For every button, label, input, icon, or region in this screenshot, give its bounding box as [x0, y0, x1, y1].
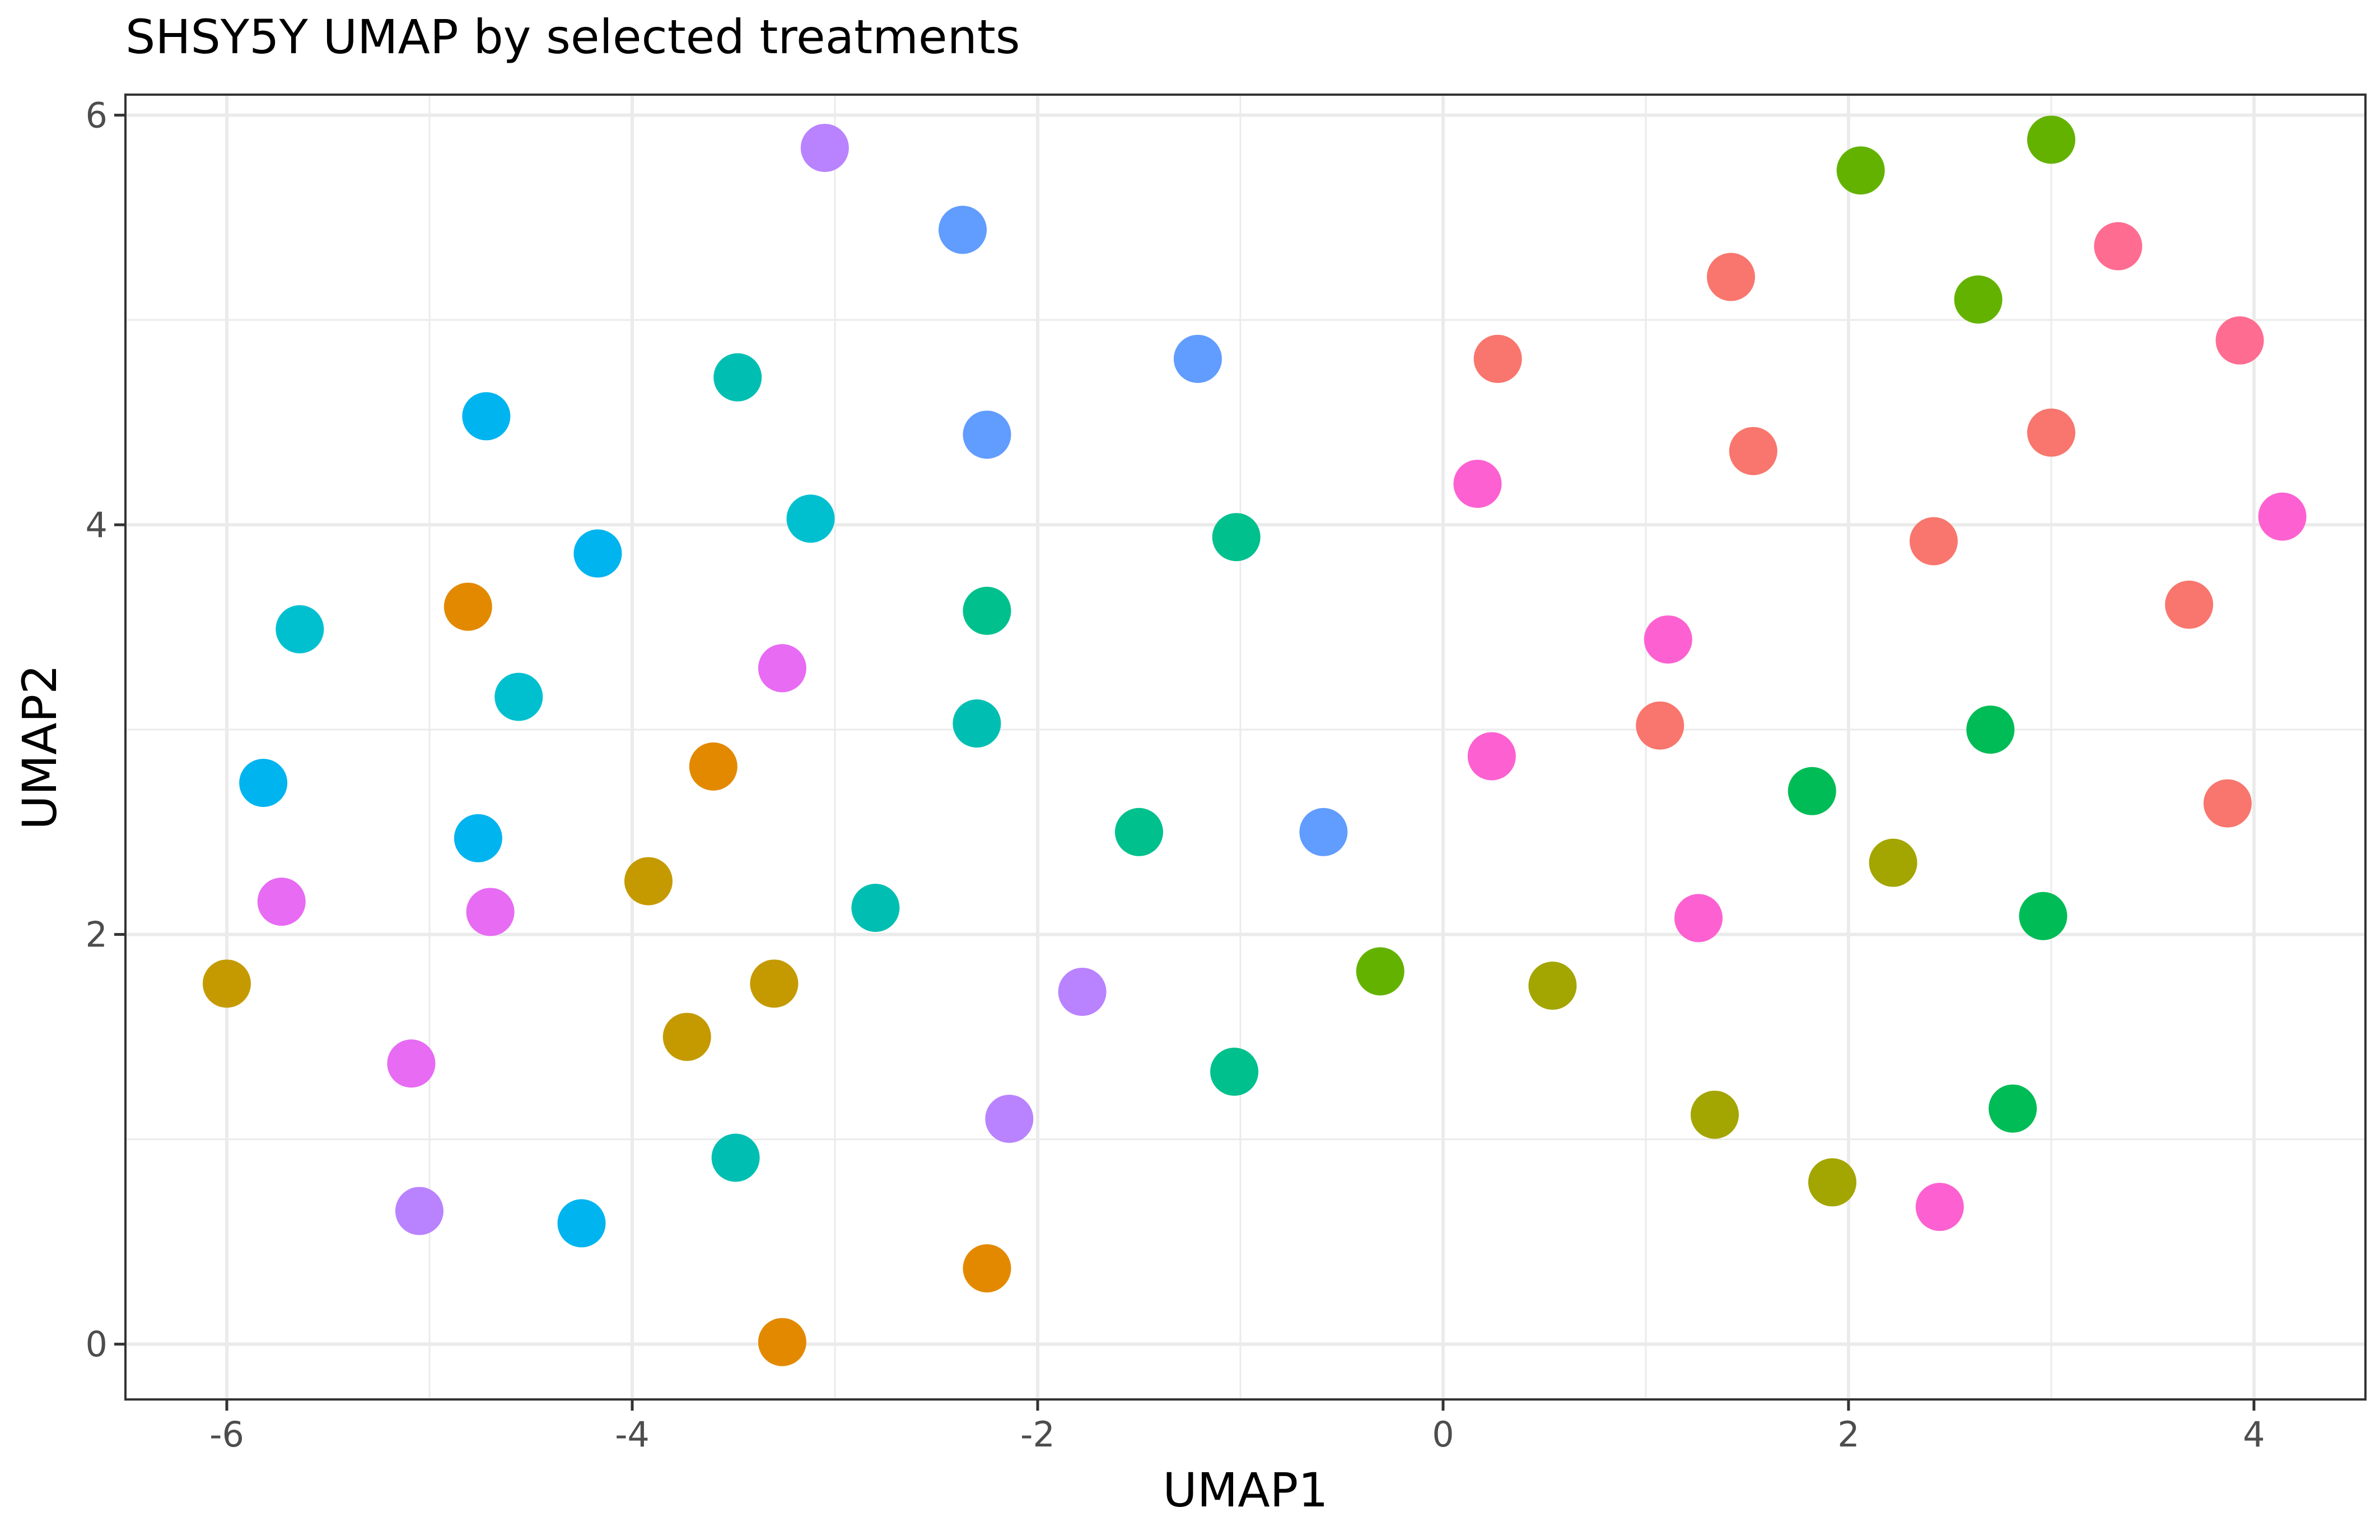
y-tick-label: 2 [86, 914, 108, 955]
data-point [1788, 767, 1836, 815]
data-point [1691, 1090, 1739, 1139]
data-point [1954, 275, 2003, 324]
y-tick-label: 4 [86, 505, 108, 545]
data-point [786, 494, 835, 543]
data-point [573, 529, 622, 578]
data-point [1909, 517, 1958, 566]
data-point [1467, 732, 1516, 781]
data-point [202, 959, 251, 1008]
data-point [713, 353, 762, 402]
panel-border [124, 94, 2367, 1401]
data-point [2215, 316, 2264, 365]
data-point [1210, 1047, 1259, 1096]
data-point [750, 959, 799, 1008]
data-point [1966, 705, 2015, 754]
data-point [985, 1094, 1034, 1143]
data-point [963, 410, 1011, 459]
x-tick-label: -4 [615, 1414, 650, 1455]
data-point [1173, 334, 1222, 383]
y-tick-label: 6 [86, 95, 108, 136]
data-point [444, 582, 492, 631]
data-point [1636, 701, 1684, 750]
data-point [624, 857, 673, 906]
data-point [395, 1187, 444, 1235]
data-point [1729, 427, 1777, 475]
x-axis-ticks: -6 -4 -2 0 2 4 [209, 1399, 2265, 1455]
data-point [494, 673, 543, 721]
data-point [387, 1039, 436, 1088]
data-point [466, 888, 515, 936]
data-point [1299, 808, 1348, 856]
data-point [2027, 115, 2075, 164]
data-point [1808, 1158, 1856, 1207]
data-point [963, 586, 1011, 635]
data-point [963, 1244, 1011, 1292]
data-point [851, 884, 900, 932]
data-points [202, 115, 2307, 1366]
data-point [2027, 408, 2075, 457]
data-point [1706, 253, 1755, 301]
data-point [662, 1012, 711, 1061]
x-tick-label: 2 [1837, 1414, 1859, 1455]
data-point [1058, 968, 1107, 1016]
data-point [462, 392, 511, 441]
data-point [257, 878, 306, 926]
data-point [1453, 459, 1502, 508]
x-tick-label: -2 [1020, 1414, 1055, 1455]
x-tick-label: -6 [209, 1414, 244, 1455]
data-point [557, 1199, 606, 1248]
data-point [1836, 146, 1885, 195]
data-point [953, 699, 1001, 748]
data-point [1528, 962, 1577, 1010]
data-point [1989, 1084, 2037, 1133]
data-point [454, 814, 502, 862]
x-tick-label: 0 [1432, 1414, 1454, 1455]
data-point [1869, 838, 1917, 887]
data-point [1114, 808, 1163, 856]
data-point [2258, 492, 2307, 541]
data-point [2094, 222, 2143, 270]
data-point [1473, 334, 1522, 383]
data-point [2165, 580, 2214, 629]
data-point [689, 742, 738, 791]
y-axis-ticks: 0 2 4 6 [86, 95, 125, 1365]
data-point [1356, 947, 1404, 996]
data-point [939, 206, 987, 254]
data-point [2019, 892, 2068, 940]
data-point [1674, 894, 1723, 942]
data-point [2203, 779, 2252, 828]
data-point [239, 759, 288, 808]
data-point [711, 1133, 760, 1182]
data-point [1212, 513, 1261, 562]
data-point [1915, 1183, 1964, 1231]
x-axis-title: UMAP1 [1163, 1463, 1328, 1518]
y-axis-title: UMAP2 [12, 664, 67, 830]
chart-title: SHSY5Y UMAP by selected treatments [125, 10, 1020, 64]
data-point [276, 605, 324, 654]
data-point [758, 1318, 806, 1366]
data-point [800, 124, 849, 172]
x-tick-label: 4 [2243, 1414, 2265, 1455]
panel-background [125, 95, 2365, 1399]
data-point [758, 644, 806, 693]
data-point [1644, 615, 1692, 664]
y-tick-label: 0 [86, 1324, 108, 1365]
